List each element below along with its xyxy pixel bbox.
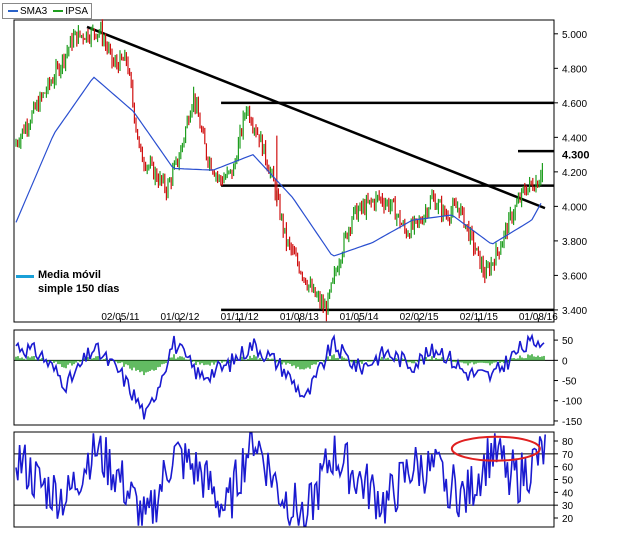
price-x-tick-label: 01/08/13 [280,312,319,323]
osc-y-tick-label: 0 [562,356,568,367]
trendline [86,25,546,210]
price-y-tick-label: 3.800 [562,237,587,248]
price-panel-frame [13,19,555,323]
price-y-tick-label: 4.600 [562,99,587,110]
rsi-y-tick-label: 40 [562,488,574,499]
price-x-tick-label: 01/02/12 [160,312,199,323]
price-y-tick-label: 3.400 [562,306,587,317]
price-y-tick-label: 3.600 [562,271,587,282]
rsi-y-tick-label: 50 [562,476,574,487]
ipsa-legend-swatch [53,10,64,12]
legend: SMA3 IPSA [2,3,93,19]
price-x-tick-label: 02/11/15 [460,312,499,323]
price-x-tick-label: 01/11/12 [221,312,260,323]
osc-y-tick-label: -100 [562,397,582,408]
last-value-label: 4.300 [562,150,590,162]
osc-y-tick-label: -50 [562,377,577,388]
osc-panel-frame [13,329,555,426]
overbought-highlight-ellipse [450,435,541,462]
rsi-y-tick-label: 30 [562,501,574,512]
rsi-y-tick-label: 70 [562,450,574,461]
osc-line [15,333,545,420]
price-x-tick-label: 01/05/14 [340,312,379,323]
rsi-y-tick-label: 80 [562,437,574,448]
ma150-note-line2: simple 150 días [38,283,120,295]
ipsa-legend-label: IPSA [65,5,89,17]
ma150-note-swatch [16,275,34,278]
ma150-line [15,76,542,257]
price-x-tick-label: 02/02/15 [400,312,439,323]
osc-y-tick-label: -150 [562,417,582,428]
osc-y-tick-label: 50 [562,336,574,347]
price-x-tick-label: 02/05/11 [101,312,140,323]
price-y-tick-label: 4.400 [562,133,587,144]
price-y-tick-label: 5.000 [562,30,587,41]
price-x-tick-label: 01/08/16 [519,312,558,323]
price-y-tick-label: 4.800 [562,64,587,75]
rsi-line [15,432,546,527]
rsi-y-tick-label: 60 [562,463,574,474]
ma150-note: Media móvil simple 150 días [38,268,119,296]
sma-legend-label: SMA3 [20,5,48,17]
sma-legend-swatch [8,10,18,12]
price-y-tick-label: 4.000 [562,202,587,213]
ma150-note-line1: Media móvil [38,269,101,281]
price-y-tick-label: 4.200 [562,168,587,179]
rsi-y-tick-label: 20 [562,514,574,525]
